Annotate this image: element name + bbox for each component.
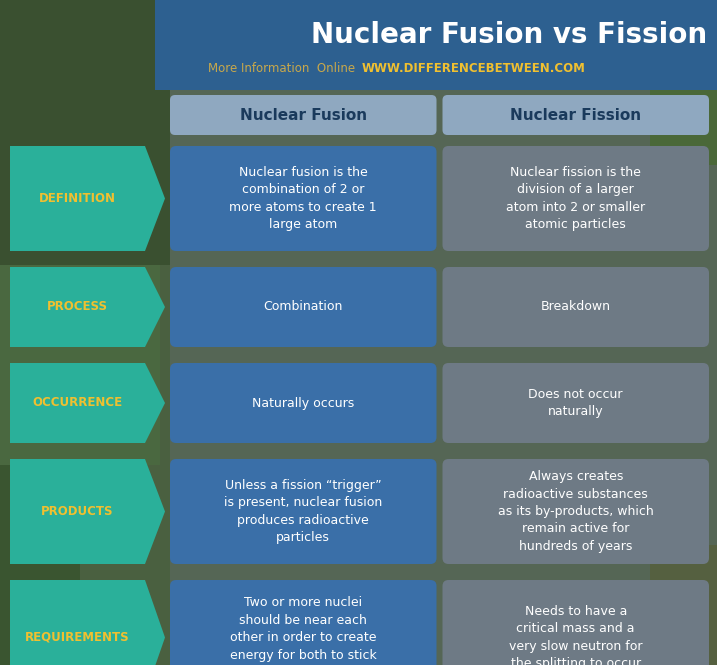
Polygon shape <box>650 545 717 665</box>
FancyBboxPatch shape <box>155 0 717 90</box>
FancyBboxPatch shape <box>442 146 709 251</box>
Text: REQUIREMENTS: REQUIREMENTS <box>25 631 130 644</box>
Text: Nuclear fission is the
division of a larger
atom into 2 or smaller
atomic partic: Nuclear fission is the division of a lar… <box>506 166 645 231</box>
Polygon shape <box>10 267 165 347</box>
Polygon shape <box>650 0 717 165</box>
FancyBboxPatch shape <box>442 363 709 443</box>
FancyBboxPatch shape <box>170 95 437 135</box>
FancyBboxPatch shape <box>442 95 709 135</box>
Text: Nuclear Fission: Nuclear Fission <box>511 108 641 122</box>
Polygon shape <box>0 465 80 665</box>
FancyBboxPatch shape <box>442 580 709 665</box>
Text: WWW.DIFFERENCEBETWEEN.COM: WWW.DIFFERENCEBETWEEN.COM <box>362 61 586 74</box>
Text: Naturally occurs: Naturally occurs <box>252 396 354 410</box>
Text: Two or more nuclei
should be near each
other in order to create
energy for both : Two or more nuclei should be near each o… <box>230 596 376 665</box>
FancyBboxPatch shape <box>170 580 437 665</box>
Text: PROCESS: PROCESS <box>47 301 108 313</box>
Text: Always creates
radioactive substances
as its by-products, which
remain active fo: Always creates radioactive substances as… <box>498 470 654 553</box>
Text: Needs to have a
critical mass and a
very slow neutron for
the splitting to occur: Needs to have a critical mass and a very… <box>509 604 642 665</box>
Polygon shape <box>170 0 717 665</box>
Polygon shape <box>0 265 160 465</box>
FancyBboxPatch shape <box>170 363 437 443</box>
FancyBboxPatch shape <box>170 146 437 251</box>
Polygon shape <box>10 580 165 665</box>
FancyBboxPatch shape <box>442 267 709 347</box>
FancyBboxPatch shape <box>442 459 709 564</box>
Text: Nuclear Fusion vs Fission: Nuclear Fusion vs Fission <box>311 21 707 49</box>
Polygon shape <box>10 146 165 251</box>
Text: Does not occur
naturally: Does not occur naturally <box>528 388 623 418</box>
FancyBboxPatch shape <box>170 459 437 564</box>
Text: Unless a fission “trigger”
is present, nuclear fusion
produces radioactive
parti: Unless a fission “trigger” is present, n… <box>224 479 382 544</box>
Text: Breakdown: Breakdown <box>541 301 611 313</box>
Polygon shape <box>0 0 170 665</box>
Text: Combination: Combination <box>264 301 343 313</box>
Polygon shape <box>0 0 170 265</box>
Text: Nuclear fusion is the
combination of 2 or
more atoms to create 1
large atom: Nuclear fusion is the combination of 2 o… <box>229 166 377 231</box>
Text: OCCURRENCE: OCCURRENCE <box>32 396 123 410</box>
Polygon shape <box>10 363 165 443</box>
Polygon shape <box>170 585 717 665</box>
FancyBboxPatch shape <box>170 267 437 347</box>
Text: PRODUCTS: PRODUCTS <box>42 505 114 518</box>
Text: Nuclear Fusion: Nuclear Fusion <box>239 108 367 122</box>
Polygon shape <box>10 459 165 564</box>
Text: More Information  Online: More Information Online <box>208 61 355 74</box>
Text: DEFINITION: DEFINITION <box>39 192 116 205</box>
